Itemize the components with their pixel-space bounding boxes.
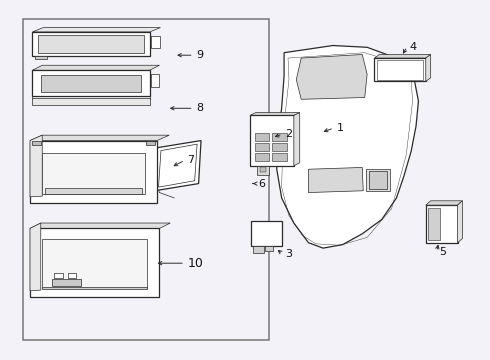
Polygon shape [374,58,426,81]
Text: 10: 10 [187,257,203,270]
Polygon shape [458,201,463,243]
Bar [151,75,159,87]
Bar [428,208,441,240]
Bar [255,134,270,141]
Polygon shape [277,45,418,248]
Bar [272,153,287,161]
Bar [35,55,47,59]
Text: 1: 1 [336,123,343,133]
Text: 5: 5 [439,247,446,257]
Bar [147,141,157,203]
Bar [32,33,41,56]
Bar [255,143,270,151]
Bar [30,229,41,297]
Polygon shape [426,201,463,205]
Text: 8: 8 [196,103,203,113]
Bar [30,289,159,297]
Bar [32,98,150,105]
Bar [54,273,63,278]
Text: 7: 7 [187,155,195,165]
Bar [257,166,270,175]
Bar [260,167,266,172]
Bar [272,143,287,151]
Bar [255,153,270,161]
Polygon shape [250,113,300,116]
Bar [369,171,387,189]
Polygon shape [30,135,42,197]
Polygon shape [294,113,300,166]
Bar [32,140,41,145]
Polygon shape [309,167,363,193]
Polygon shape [374,54,431,58]
Polygon shape [426,54,431,81]
Bar [149,229,159,297]
Bar [45,188,143,194]
Bar [42,153,145,194]
Bar [272,134,287,141]
Polygon shape [30,228,159,297]
Polygon shape [426,205,458,243]
Bar [366,168,390,191]
Bar [265,246,273,251]
Bar [42,239,147,288]
Bar [253,223,279,244]
Text: 9: 9 [196,50,203,60]
Bar [253,246,264,253]
Bar [42,287,147,289]
Bar [30,141,41,203]
Bar [251,221,282,246]
Bar [141,33,150,56]
Bar [377,60,423,80]
Bar [146,140,155,145]
Bar [151,36,160,48]
Polygon shape [30,223,170,228]
Polygon shape [250,116,294,166]
Text: 2: 2 [285,129,292,139]
Bar [41,75,141,92]
Polygon shape [32,65,159,70]
Polygon shape [155,140,201,191]
Polygon shape [30,223,41,291]
Polygon shape [30,140,157,203]
Bar [68,273,76,278]
Bar [52,279,81,286]
Bar [23,19,270,339]
Polygon shape [32,32,150,56]
Text: 3: 3 [285,249,292,259]
Polygon shape [30,135,169,140]
Polygon shape [296,54,367,99]
Bar [30,140,157,147]
Polygon shape [32,70,150,96]
Polygon shape [32,28,160,32]
Text: 6: 6 [258,179,265,189]
Text: 4: 4 [410,42,417,51]
Bar [38,35,144,53]
